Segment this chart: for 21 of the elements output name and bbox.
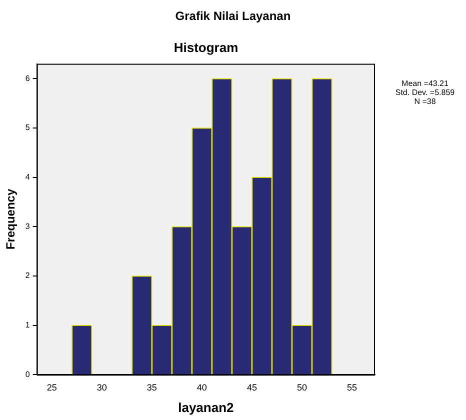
x-tick-label: 40 [196,382,207,392]
x-tick-label: 25 [46,382,57,392]
x-tick-label: 50 [296,382,307,392]
x-tick-label: 30 [96,382,107,392]
y-tick-label: 1 [25,320,30,330]
y-tick-label: 3 [25,222,30,231]
y-tick-label: 6 [25,74,30,83]
x-tick-label: 55 [346,382,357,392]
y-tick-label: 0 [25,370,30,379]
x-tick-label: 45 [246,382,257,392]
text: N =38 [413,97,437,106]
chart-subtitle: Histogram [172,40,240,55]
x-axis-title: layanan2 [178,400,234,415]
text: Std. Dev. =5.859 [394,88,456,97]
y-axis-title: Frequency [4,188,18,250]
text: Mean =43.21 [400,79,450,88]
y-tick-label: 4 [25,172,30,182]
y-tick-label: 5 [25,123,30,132]
x-tick-label: 35 [146,382,157,392]
y-tick-label: 2 [25,271,30,280]
chart-title: Grafik Nilai Layanan [174,9,292,23]
